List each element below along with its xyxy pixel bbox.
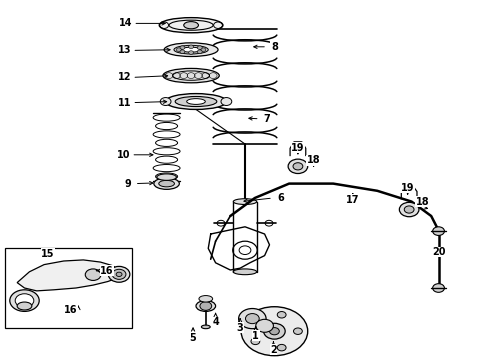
Text: 19: 19 [401, 183, 415, 193]
Text: 5: 5 [190, 333, 196, 343]
Ellipse shape [199, 296, 213, 302]
Ellipse shape [157, 174, 176, 180]
Text: 13: 13 [118, 45, 132, 55]
Circle shape [85, 269, 101, 280]
Text: 17: 17 [346, 195, 360, 205]
Text: 9: 9 [124, 179, 131, 189]
Ellipse shape [166, 94, 226, 109]
Circle shape [180, 50, 185, 54]
Circle shape [197, 50, 202, 54]
Circle shape [277, 345, 286, 351]
Ellipse shape [221, 98, 232, 105]
Text: 1: 1 [252, 330, 259, 341]
Ellipse shape [182, 47, 200, 52]
Circle shape [433, 284, 444, 292]
Text: 7: 7 [264, 114, 270, 124]
Circle shape [270, 328, 279, 335]
Ellipse shape [233, 199, 257, 204]
Circle shape [293, 163, 303, 170]
Ellipse shape [154, 178, 179, 189]
Circle shape [433, 227, 444, 235]
Circle shape [197, 46, 202, 49]
Circle shape [180, 46, 185, 49]
Circle shape [112, 269, 126, 279]
Circle shape [241, 307, 308, 356]
Circle shape [251, 338, 260, 345]
Circle shape [264, 323, 285, 339]
Text: 6: 6 [277, 193, 284, 203]
Circle shape [10, 290, 39, 311]
Text: 16: 16 [100, 266, 114, 276]
Ellipse shape [184, 22, 198, 29]
Text: 11: 11 [118, 98, 132, 108]
Ellipse shape [174, 45, 208, 54]
Circle shape [108, 266, 130, 282]
Circle shape [251, 318, 260, 324]
Text: 4: 4 [212, 317, 219, 327]
Text: 3: 3 [237, 323, 244, 333]
Circle shape [201, 48, 206, 51]
Text: 18: 18 [307, 155, 320, 165]
Ellipse shape [159, 18, 223, 33]
Text: 8: 8 [271, 42, 278, 52]
Circle shape [399, 202, 419, 217]
Circle shape [189, 51, 194, 54]
Ellipse shape [196, 301, 216, 311]
Ellipse shape [17, 302, 32, 310]
Circle shape [189, 45, 194, 49]
Circle shape [239, 309, 266, 329]
Ellipse shape [163, 68, 220, 83]
Ellipse shape [164, 43, 218, 57]
Bar [5, 248, 132, 328]
Ellipse shape [175, 96, 217, 107]
Text: 16: 16 [64, 305, 78, 315]
Circle shape [256, 319, 273, 332]
Text: 2: 2 [270, 345, 277, 355]
Text: 15: 15 [41, 249, 55, 259]
Circle shape [404, 206, 414, 213]
Ellipse shape [201, 325, 210, 329]
Text: 14: 14 [119, 18, 133, 28]
Text: 20: 20 [432, 247, 445, 257]
Ellipse shape [159, 180, 174, 187]
Text: 19: 19 [291, 143, 305, 153]
Circle shape [116, 272, 122, 276]
Ellipse shape [233, 269, 257, 275]
Text: 10: 10 [117, 150, 131, 160]
Circle shape [288, 159, 308, 174]
Ellipse shape [160, 98, 171, 105]
Polygon shape [17, 260, 120, 291]
Circle shape [200, 302, 212, 310]
Ellipse shape [187, 99, 205, 104]
Circle shape [245, 314, 259, 324]
Circle shape [15, 294, 34, 307]
Text: 18: 18 [416, 197, 429, 207]
Circle shape [294, 328, 302, 334]
Text: 12: 12 [118, 72, 132, 82]
Circle shape [176, 48, 181, 51]
Circle shape [277, 311, 286, 318]
